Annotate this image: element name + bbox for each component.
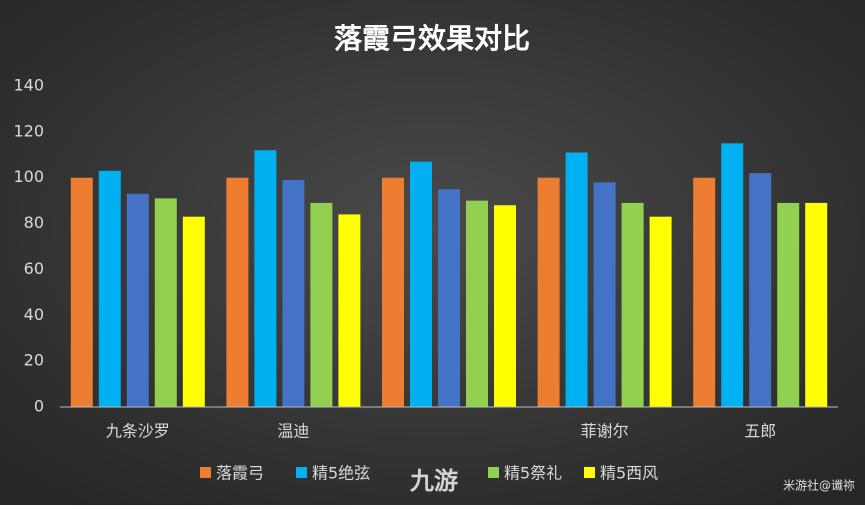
- bar: [338, 214, 361, 407]
- legend-label: 精5西风: [600, 464, 658, 483]
- bar: [749, 173, 772, 407]
- x-tick-label: 九条沙罗: [106, 422, 170, 441]
- watermark: 米游社@谶祢: [783, 478, 855, 493]
- legend-swatch: [296, 467, 307, 478]
- bar: [182, 216, 205, 407]
- bar: [438, 189, 460, 407]
- bar: [226, 177, 249, 407]
- bar: [254, 150, 277, 407]
- bar: [154, 198, 177, 407]
- bar: [98, 170, 121, 407]
- bar: [494, 205, 516, 407]
- y-tick-label: 120: [13, 121, 44, 140]
- bar: [282, 180, 305, 407]
- x-tick-label: 菲谢尔: [581, 422, 629, 441]
- bar: [721, 143, 744, 408]
- x-tick-label: 温迪: [277, 422, 309, 441]
- y-tick-label: 140: [13, 76, 44, 95]
- legend-swatch: [584, 467, 595, 478]
- bar: [126, 193, 149, 407]
- y-tick-label: 60: [24, 259, 44, 278]
- y-tick-label: 40: [24, 305, 44, 324]
- legend-swatch: [488, 467, 499, 478]
- y-tick-label: 20: [24, 351, 44, 370]
- legend-label: 精5绝弦: [312, 464, 370, 483]
- bar: [805, 202, 828, 407]
- bar: [593, 182, 616, 407]
- y-tick-label: 0: [34, 397, 44, 416]
- x-tick-label: 五郎: [744, 422, 776, 441]
- chart-title: 落霞弓效果对比: [334, 22, 530, 55]
- bar: [565, 152, 588, 407]
- bar: [382, 177, 404, 407]
- bar: [310, 202, 333, 407]
- bar: [693, 177, 716, 407]
- bar: [410, 161, 432, 407]
- watermark-logo: 九游: [409, 467, 458, 495]
- bar: [649, 216, 672, 407]
- legend-label: 精5祭礼: [504, 464, 562, 483]
- bar: [777, 202, 800, 407]
- bar: [621, 202, 644, 407]
- bar: [466, 200, 488, 407]
- legend-swatch: [200, 467, 211, 478]
- bar: [537, 177, 560, 407]
- y-tick-label: 80: [24, 213, 44, 232]
- legend-label: 落霞弓: [216, 464, 264, 483]
- y-tick-label: 100: [13, 167, 44, 186]
- bar: [70, 177, 93, 407]
